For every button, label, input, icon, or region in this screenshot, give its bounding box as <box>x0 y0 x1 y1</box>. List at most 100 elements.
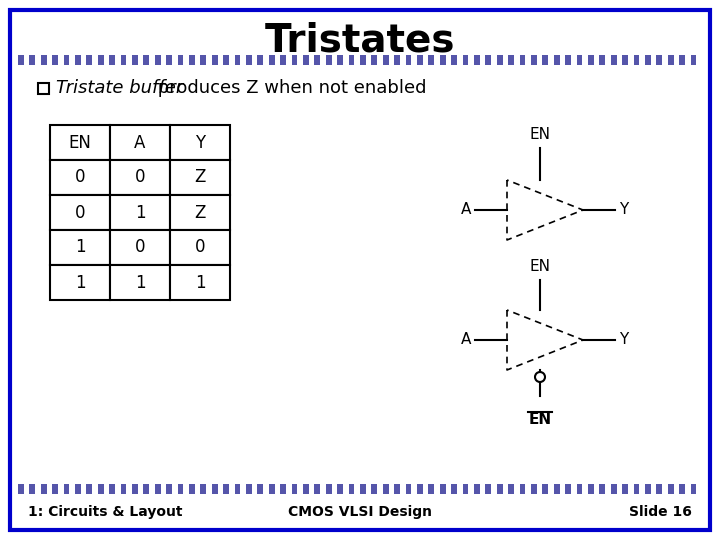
Bar <box>47 484 53 494</box>
Bar <box>161 55 166 65</box>
Bar <box>588 55 594 65</box>
Bar <box>594 55 600 65</box>
Bar <box>172 484 178 494</box>
Bar <box>565 55 571 65</box>
Bar <box>377 55 383 65</box>
Bar <box>559 55 565 65</box>
Bar <box>565 484 571 494</box>
Bar <box>571 55 577 65</box>
Bar <box>696 55 702 65</box>
Bar <box>223 55 229 65</box>
Bar <box>258 484 263 494</box>
Bar <box>212 55 217 65</box>
Bar <box>53 55 58 65</box>
Bar <box>126 484 132 494</box>
Bar <box>559 484 565 494</box>
Bar <box>405 484 411 494</box>
Bar <box>594 484 600 494</box>
Bar <box>38 83 49 93</box>
Bar <box>143 484 149 494</box>
Bar <box>110 125 170 160</box>
Bar <box>263 55 269 65</box>
Bar <box>297 55 303 65</box>
Bar <box>372 55 377 65</box>
Bar <box>138 484 143 494</box>
Text: EN: EN <box>68 133 91 152</box>
Bar <box>634 55 639 65</box>
Bar <box>50 195 110 230</box>
Bar <box>217 484 223 494</box>
Bar <box>115 484 121 494</box>
Bar <box>411 484 417 494</box>
Bar <box>69 55 75 65</box>
Bar <box>673 55 679 65</box>
Bar <box>383 55 389 65</box>
Bar <box>92 55 98 65</box>
Text: A: A <box>461 333 471 348</box>
Bar <box>372 484 377 494</box>
Bar <box>246 484 252 494</box>
Bar <box>189 55 194 65</box>
Bar <box>690 55 696 65</box>
Bar <box>258 55 263 65</box>
Bar <box>577 484 582 494</box>
Bar <box>263 484 269 494</box>
Text: EN: EN <box>529 259 551 274</box>
Bar <box>657 55 662 65</box>
Bar <box>30 484 35 494</box>
Bar <box>542 55 548 65</box>
Bar <box>622 484 628 494</box>
Bar <box>451 484 457 494</box>
Bar <box>18 55 24 65</box>
Bar <box>605 55 611 65</box>
Bar <box>645 55 651 65</box>
Bar <box>503 55 508 65</box>
Bar <box>468 55 474 65</box>
Bar <box>24 55 30 65</box>
Bar <box>446 55 451 65</box>
Bar <box>170 195 230 230</box>
Bar <box>508 484 514 494</box>
Bar <box>485 484 491 494</box>
Text: 0: 0 <box>75 204 85 221</box>
Bar <box>348 484 354 494</box>
Bar <box>554 484 559 494</box>
Bar <box>520 55 526 65</box>
Bar <box>690 484 696 494</box>
Bar <box>571 484 577 494</box>
Text: Y: Y <box>619 333 629 348</box>
Bar <box>360 55 366 65</box>
Bar <box>354 55 360 65</box>
Bar <box>126 55 132 65</box>
Bar <box>35 55 41 65</box>
Bar <box>337 55 343 65</box>
Bar <box>417 55 423 65</box>
Bar <box>531 484 536 494</box>
Bar <box>428 55 434 65</box>
Bar <box>297 484 303 494</box>
Bar <box>348 55 354 65</box>
Bar <box>166 484 172 494</box>
Bar <box>395 55 400 65</box>
Bar <box>366 484 372 494</box>
Bar <box>110 160 170 195</box>
Bar <box>170 265 230 300</box>
Bar <box>531 55 536 65</box>
Text: Tristate buffer: Tristate buffer <box>56 79 184 97</box>
Bar <box>110 265 170 300</box>
Bar <box>50 265 110 300</box>
Bar <box>109 55 115 65</box>
Bar <box>86 55 92 65</box>
Bar <box>81 484 86 494</box>
Bar <box>457 484 463 494</box>
Bar <box>178 55 184 65</box>
Bar <box>35 484 41 494</box>
Bar <box>303 484 309 494</box>
Bar <box>446 484 451 494</box>
Bar <box>75 484 81 494</box>
Bar <box>235 484 240 494</box>
Bar <box>331 484 337 494</box>
Bar <box>75 55 81 65</box>
Bar <box>206 55 212 65</box>
Text: 1: 1 <box>194 273 205 292</box>
